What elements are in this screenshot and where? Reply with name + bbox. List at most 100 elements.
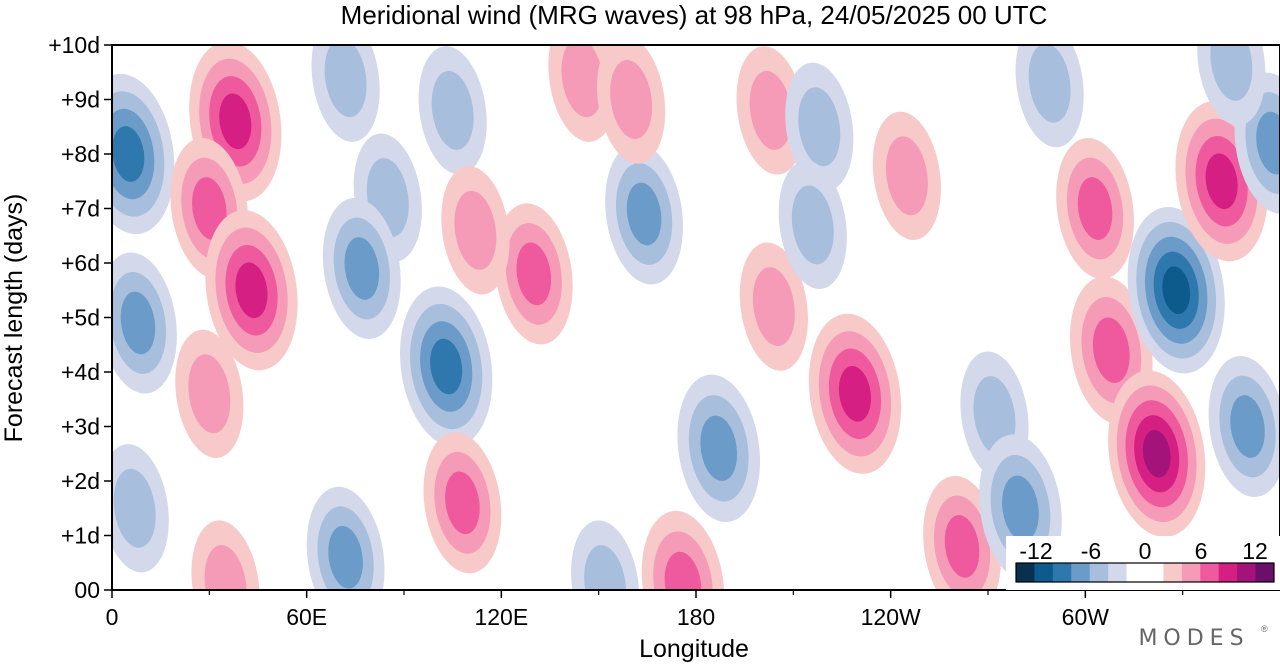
y-tick-label: +1d <box>61 523 100 549</box>
plot-field <box>112 45 1280 590</box>
x-tick-label: 180 <box>677 604 715 630</box>
colorbar-swatch <box>1255 563 1275 582</box>
contour-band <box>561 45 604 118</box>
contour-feature <box>400 286 493 447</box>
contour-band <box>192 177 227 240</box>
contour-feature <box>736 46 805 175</box>
contour-feature <box>112 252 177 394</box>
contour-feature <box>322 197 401 339</box>
contour-feature <box>571 520 640 590</box>
contour-band <box>749 70 792 150</box>
colorbar-swatch <box>1016 563 1035 582</box>
contour-band <box>1142 429 1171 478</box>
contour-feature <box>1127 207 1225 374</box>
y-axis: 00 +1d +2d +3d +4d +5d +6d +7d +8d +9d +10d <box>48 32 112 603</box>
contour-band <box>700 415 738 482</box>
contour-feature <box>175 329 244 458</box>
contour-band <box>610 60 653 139</box>
contour-band <box>112 126 145 182</box>
contour-band <box>1092 317 1130 383</box>
colorbar-swatch <box>1181 563 1201 582</box>
chart-title: Meridional wind (MRG waves) at 98 hPa, 2… <box>341 0 1048 30</box>
x-axis-label: Longitude <box>639 635 749 663</box>
contour-feature <box>494 203 573 345</box>
contour-feature <box>418 46 487 175</box>
contour-feature <box>605 143 683 285</box>
contour-band <box>1077 177 1113 240</box>
colorbar-swatch <box>1237 563 1257 582</box>
colorbar-label: -12 <box>1019 538 1052 564</box>
contour-band <box>219 93 252 150</box>
contour-feature <box>1197 45 1266 126</box>
contour-feature <box>441 166 510 295</box>
contour-band <box>838 365 872 422</box>
contour-feature <box>1056 137 1134 280</box>
colorbar-swatch <box>1218 563 1238 582</box>
contour-feature <box>872 111 941 240</box>
colorbar-label: 12 <box>1242 538 1268 564</box>
contour-band <box>454 190 497 270</box>
registered-mark: ® <box>1261 624 1268 634</box>
contour-feature <box>808 313 902 474</box>
y-tick-label: +3d <box>61 414 100 440</box>
contour-band <box>1162 266 1191 315</box>
contour-band <box>973 376 1016 456</box>
contour-band <box>664 551 702 590</box>
x-tick-label: 60E <box>286 604 327 630</box>
contour-band <box>798 87 841 167</box>
contour-band <box>188 354 231 434</box>
contour-feature <box>205 210 298 371</box>
contour-feature <box>1108 370 1206 537</box>
x-tick-label: 0 <box>106 604 119 630</box>
contour-band <box>113 468 156 548</box>
x-tick-label: 60W <box>1062 604 1110 630</box>
colorbar-swatches <box>1016 563 1275 582</box>
contour-band <box>752 267 795 347</box>
colorbar-label: 0 <box>1139 538 1152 564</box>
contour-blobs <box>112 45 1280 590</box>
contour-feature <box>112 444 169 573</box>
contour-band <box>431 70 474 150</box>
contour-band <box>885 136 928 216</box>
y-tick-label: 00 <box>74 577 100 603</box>
y-tick-label: +6d <box>61 250 100 276</box>
contour-band <box>944 515 980 578</box>
contour-feature <box>778 160 847 289</box>
contour-band <box>791 185 834 265</box>
contour-feature <box>785 62 854 191</box>
colorbar-frame <box>1015 562 1275 583</box>
contour-band <box>626 182 662 246</box>
contour-band <box>235 262 268 319</box>
colorbar-swatch <box>1071 563 1091 582</box>
contour-band <box>120 291 156 355</box>
x-axis: 0 60E 120E 180 120W 60W <box>106 590 1184 630</box>
x-tick-label: 120E <box>474 604 528 630</box>
contour-band <box>1256 111 1280 175</box>
contour-feature <box>191 520 260 590</box>
y-tick-label: +9d <box>61 87 100 113</box>
x-tick-label: 120W <box>861 604 921 630</box>
colorbar-swatch <box>1052 563 1072 582</box>
y-axis-label: Forecast length (days) <box>0 194 28 443</box>
y-tick-label: +10d <box>48 32 100 58</box>
colorbar-swatch <box>1089 563 1109 582</box>
colorbar-swatch <box>1034 563 1054 582</box>
contour-band <box>516 242 552 306</box>
y-tick-label: +4d <box>61 359 100 385</box>
contour-band <box>1028 45 1071 123</box>
y-tick-label: +7d <box>61 196 100 222</box>
colorbar-swatch <box>1200 563 1220 582</box>
contour-band <box>430 338 463 395</box>
y-tick-label: +2d <box>61 468 100 494</box>
y-tick-label: +8d <box>61 141 100 167</box>
contour-feature <box>641 510 725 590</box>
contour-feature <box>306 486 385 590</box>
colorbar-swatch <box>1145 563 1164 582</box>
colorbar-swatch <box>1126 563 1146 582</box>
colorbar-swatch <box>1163 563 1183 582</box>
colorbar-swatch <box>1108 563 1128 582</box>
colorbar-label: -6 <box>1081 538 1101 564</box>
contour-band <box>204 545 247 590</box>
contour-band <box>584 545 627 590</box>
